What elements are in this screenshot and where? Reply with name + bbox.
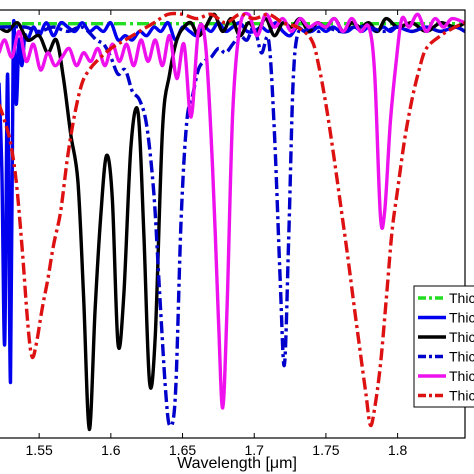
series-layer [0, 11, 465, 432]
series-line-3 [0, 12, 465, 432]
series-line-6 [0, 11, 465, 428]
x-tick-label-3: 1.65 [169, 442, 196, 458]
x-tick-label-2: 1.6 [101, 442, 121, 458]
axes-frame [0, 9, 466, 439]
series-line-4 [0, 24, 465, 428]
x-tick-label-1: 1.55 [26, 442, 53, 458]
legend-label-2: Thic [449, 310, 474, 326]
legend-label-1: Thic [449, 290, 474, 306]
legend-label-4: Thic [449, 349, 474, 365]
legend-label-6: Thic [449, 388, 474, 404]
x-axis-label: Wavelength [μm] [177, 455, 297, 472]
legend-label-5: Thic [449, 368, 474, 384]
x-tick-label-4: 1.7 [244, 442, 264, 458]
x-axis: 1.55 1.6 1.65 1.7 1.75 1.8 [26, 10, 408, 458]
x-tick-label-6: 1.8 [388, 442, 408, 458]
series-line-5 [0, 11, 465, 410]
legend: Thic Thic Thic Thic Thic Thic [413, 285, 474, 408]
legend-box [413, 285, 474, 408]
x-tick-label-5: 1.75 [312, 442, 339, 458]
legend-label-3: Thic [449, 329, 474, 345]
